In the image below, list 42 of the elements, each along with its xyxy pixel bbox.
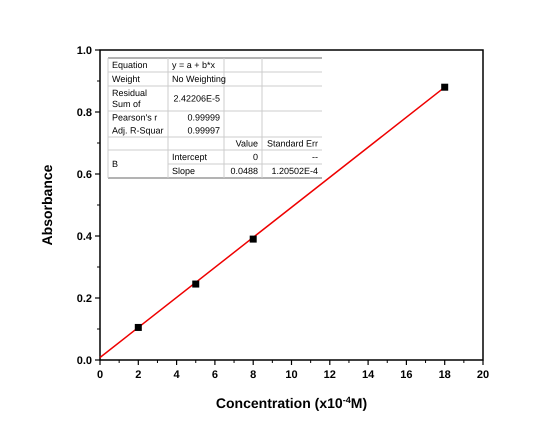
y-axis-title: Absorbance <box>39 164 55 246</box>
x-tick-label: 10 <box>285 369 298 381</box>
x-tick-label: 4 <box>174 369 181 381</box>
x-tick-label: 2 <box>135 369 142 381</box>
x-tick-label: 0 <box>96 369 104 381</box>
annotation: Adj. R-Squar <box>112 126 164 136</box>
annotation: 0.0488 <box>230 166 258 176</box>
annotation: B <box>112 159 118 169</box>
x-tick-label: 8 <box>250 369 256 381</box>
y-tick-label: 0.6 <box>76 169 92 181</box>
y-tick-label: 1.0 <box>76 45 92 57</box>
annotation: 0.99999 <box>187 112 220 122</box>
point <box>134 324 142 331</box>
y-tick-label: 0.2 <box>76 293 92 305</box>
annotation: Residual Sum of <box>112 88 148 109</box>
annotation: 0.99997 <box>187 126 220 136</box>
annotation: Value <box>236 138 258 148</box>
annotation: Standard Err <box>266 138 318 148</box>
annotation: Equation <box>112 60 148 70</box>
x-axis-title: Concentration (x10$^{-4}$M) <box>216 395 368 411</box>
y-tick-label: 0.8 <box>76 107 92 119</box>
x-tick-label: 6 <box>212 369 218 381</box>
y-tick-label: 0.0 <box>76 355 92 367</box>
annotation: 2.42206E-5 <box>173 94 220 104</box>
annotation: 0 <box>252 152 258 162</box>
annotation: 1.20502E-4 <box>271 166 318 176</box>
point <box>192 280 200 288</box>
point <box>441 84 448 91</box>
y-tick-label: 0.4 <box>76 231 93 243</box>
x-tick-label: 14 <box>362 369 376 381</box>
annotation: Weight <box>112 74 140 84</box>
x-tick-label: 20 <box>476 369 490 381</box>
annotation: y = a + b*x <box>172 60 216 70</box>
annotation: -- <box>312 152 318 162</box>
point <box>250 236 257 243</box>
annotation: Intercept <box>172 152 208 162</box>
x-tick-label: 12 <box>324 369 336 381</box>
x-tick-label: 16 <box>400 369 413 381</box>
annotation: Slope <box>172 166 196 176</box>
annotation: No Weighting <box>172 74 226 84</box>
x-tick-label: 18 <box>438 369 451 381</box>
annotation: Pearson's r <box>112 112 158 122</box>
